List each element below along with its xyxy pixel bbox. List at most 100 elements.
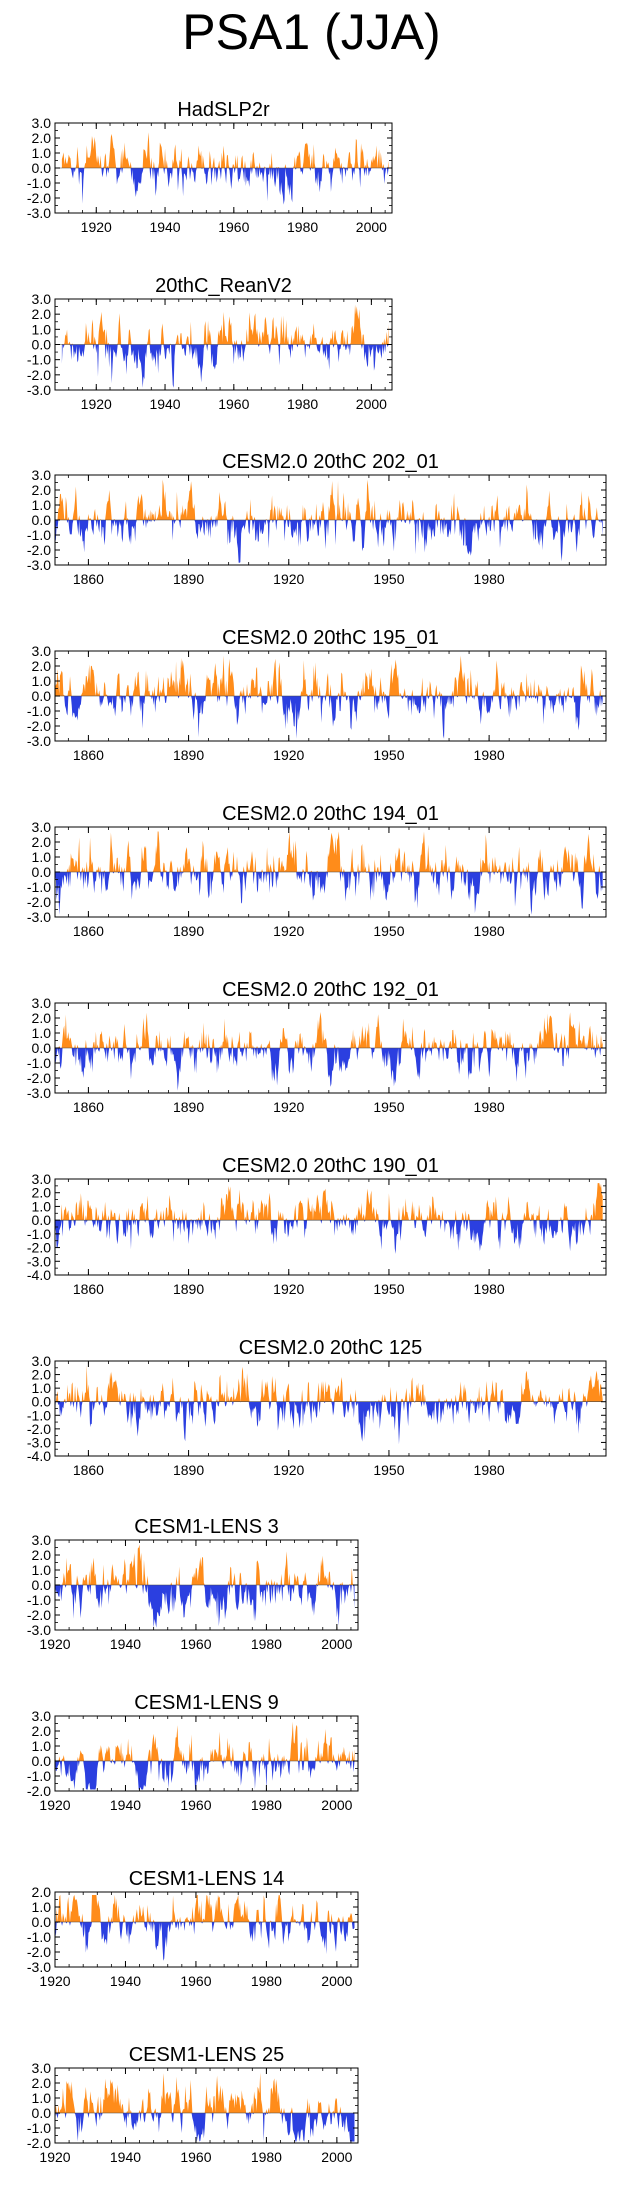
y-tick-label: 3.0 xyxy=(32,643,52,659)
y-tick-label: 1.0 xyxy=(32,849,52,865)
y-tick-label: 1.0 xyxy=(32,497,52,513)
chart-title: CESM1-LENS 25 xyxy=(129,2044,285,2066)
x-tick-label: 1940 xyxy=(110,1636,141,1652)
y-tick-label: 1.0 xyxy=(32,1899,52,1915)
y-tick-label: -1.0 xyxy=(27,879,51,895)
x-tick-label: 1920 xyxy=(81,396,112,412)
x-tick-label: 1890 xyxy=(173,1099,204,1115)
chart-panel: CESM1-LENS 3 3.02.01.00.0-1.0-2.0-3.01920… xyxy=(27,1516,359,1652)
y-tick-label: 1.0 xyxy=(32,673,52,689)
x-tick-label: 1980 xyxy=(474,1281,505,1297)
x-tick-label: 1890 xyxy=(173,571,204,587)
y-tick-label: 3.0 xyxy=(32,115,52,131)
x-tick-label: 1860 xyxy=(73,1462,104,1478)
x-tick-label: 1920 xyxy=(39,1973,70,1989)
y-tick-label: -1.0 xyxy=(27,1226,51,1242)
y-tick-label: -1.0 xyxy=(27,1929,51,1945)
y-tick-label: -1.0 xyxy=(27,527,51,543)
positive-area xyxy=(55,655,603,696)
y-tick-label: -3.0 xyxy=(27,1085,51,1101)
x-tick-label: 2000 xyxy=(321,1797,352,1813)
x-tick-label: 1940 xyxy=(110,2149,141,2165)
y-tick-label: 0.0 xyxy=(32,1753,52,1769)
chart-panel: CESM2.0 20thC 190_01 3.02.01.00.0-1.0-2.0… xyxy=(27,1155,607,1297)
x-tick-label: 1890 xyxy=(173,1462,204,1478)
y-tick-label: 3.0 xyxy=(32,291,52,307)
positive-area xyxy=(55,1895,355,1922)
x-tick-label: 1920 xyxy=(273,747,304,763)
y-tick-label: 1.0 xyxy=(32,1198,52,1214)
chart-panel: 20thC_ReanV2 3.02.01.00.0-1.0-2.0-3.0 1920… xyxy=(27,275,393,412)
x-tick-label: 1980 xyxy=(251,2149,282,2165)
x-tick-label: 1940 xyxy=(110,1973,141,1989)
x-tick-label: 1960 xyxy=(180,2149,211,2165)
x-tick-label: 1890 xyxy=(173,923,204,939)
y-tick-label: 3.0 xyxy=(32,995,52,1011)
y-tick-label: -1.0 xyxy=(27,1768,51,1784)
y-tick-label: -2.0 xyxy=(27,1070,51,1086)
y-tick-label: 3.0 xyxy=(32,1532,52,1548)
y-tick-label: 0.0 xyxy=(32,864,52,880)
chart-title: CESM2.0 20thC 202_01 xyxy=(222,451,439,473)
x-tick-label: 1980 xyxy=(251,1636,282,1652)
y-tick-label: 0.0 xyxy=(32,1212,52,1228)
x-tick-label: 1980 xyxy=(287,219,318,235)
x-tick-label: 1920 xyxy=(81,219,112,235)
y-tick-label: 0.0 xyxy=(32,1577,52,1593)
y-tick-label: 1.0 xyxy=(32,145,52,161)
y-tick-label: -3.0 xyxy=(27,382,51,398)
chart-panel: CESM2.0 20thC 195_01 3.02.01.00.0-1.0-2.0… xyxy=(27,627,607,763)
y-tick-label: 0.0 xyxy=(32,1914,52,1930)
negative-area xyxy=(55,1220,603,1254)
chart-title: CESM1-LENS 14 xyxy=(129,1868,285,1890)
y-tick-label: 0.0 xyxy=(32,337,52,353)
positive-area xyxy=(55,1183,603,1221)
negative-area xyxy=(55,520,603,563)
x-tick-label: 2000 xyxy=(321,1973,352,1989)
x-tick-label: 1920 xyxy=(273,1099,304,1115)
y-tick-label: -3.0 xyxy=(27,733,51,749)
positive-area xyxy=(55,1012,603,1048)
y-tick-label: -2.0 xyxy=(27,190,51,206)
y-tick-label: 0.0 xyxy=(32,1394,52,1410)
x-tick-label: 2000 xyxy=(356,219,387,235)
chart-panel: CESM2.0 20thC 125 3.02.01.00.0-1.0-2.0-3.… xyxy=(27,1337,607,1478)
x-tick-label: 1980 xyxy=(474,1462,505,1478)
x-tick-label: 2000 xyxy=(321,1636,352,1652)
x-tick-label: 1920 xyxy=(273,923,304,939)
chart-title: CESM1-LENS 9 xyxy=(134,1692,279,1714)
y-tick-label: -2.0 xyxy=(27,2135,51,2151)
x-tick-label: 1950 xyxy=(373,1462,404,1478)
chart-panel: CESM2.0 20thC 202_01 3.02.01.00.0-1.0-2.0… xyxy=(27,451,607,587)
negative-area xyxy=(55,1048,603,1091)
positive-area xyxy=(61,304,389,345)
y-tick-label: 2.0 xyxy=(32,1367,52,1383)
x-tick-label: 1920 xyxy=(39,2149,70,2165)
y-tick-label: 0.0 xyxy=(32,512,52,528)
negative-area xyxy=(55,872,603,915)
x-tick-label: 1860 xyxy=(73,923,104,939)
y-tick-label: 3.0 xyxy=(32,1708,52,1724)
x-tick-label: 1950 xyxy=(373,1281,404,1297)
x-tick-label: 1940 xyxy=(149,396,180,412)
x-tick-label: 1920 xyxy=(273,1281,304,1297)
y-tick-label: 2.0 xyxy=(32,1884,52,1900)
y-tick-label: 2.0 xyxy=(32,1010,52,1026)
y-tick-label: 2.0 xyxy=(32,1723,52,1739)
y-tick-label: -2.0 xyxy=(27,1421,51,1437)
positive-area xyxy=(55,2072,355,2113)
figure-title: PSA1 (JJA) xyxy=(182,4,441,60)
x-tick-label: 1860 xyxy=(73,1281,104,1297)
negative-area xyxy=(55,696,603,739)
y-tick-label: 1.0 xyxy=(32,1025,52,1041)
y-tick-label: -3.0 xyxy=(27,909,51,925)
x-tick-label: 1980 xyxy=(474,923,505,939)
chart-title: CESM2.0 20thC 125 xyxy=(239,1337,422,1359)
x-tick-label: 1960 xyxy=(180,1797,211,1813)
x-tick-label: 1980 xyxy=(474,747,505,763)
y-tick-label: -3.0 xyxy=(27,205,51,221)
positive-area xyxy=(55,1544,355,1585)
x-tick-label: 1950 xyxy=(373,1099,404,1115)
y-tick-label: -3.0 xyxy=(27,1622,51,1638)
